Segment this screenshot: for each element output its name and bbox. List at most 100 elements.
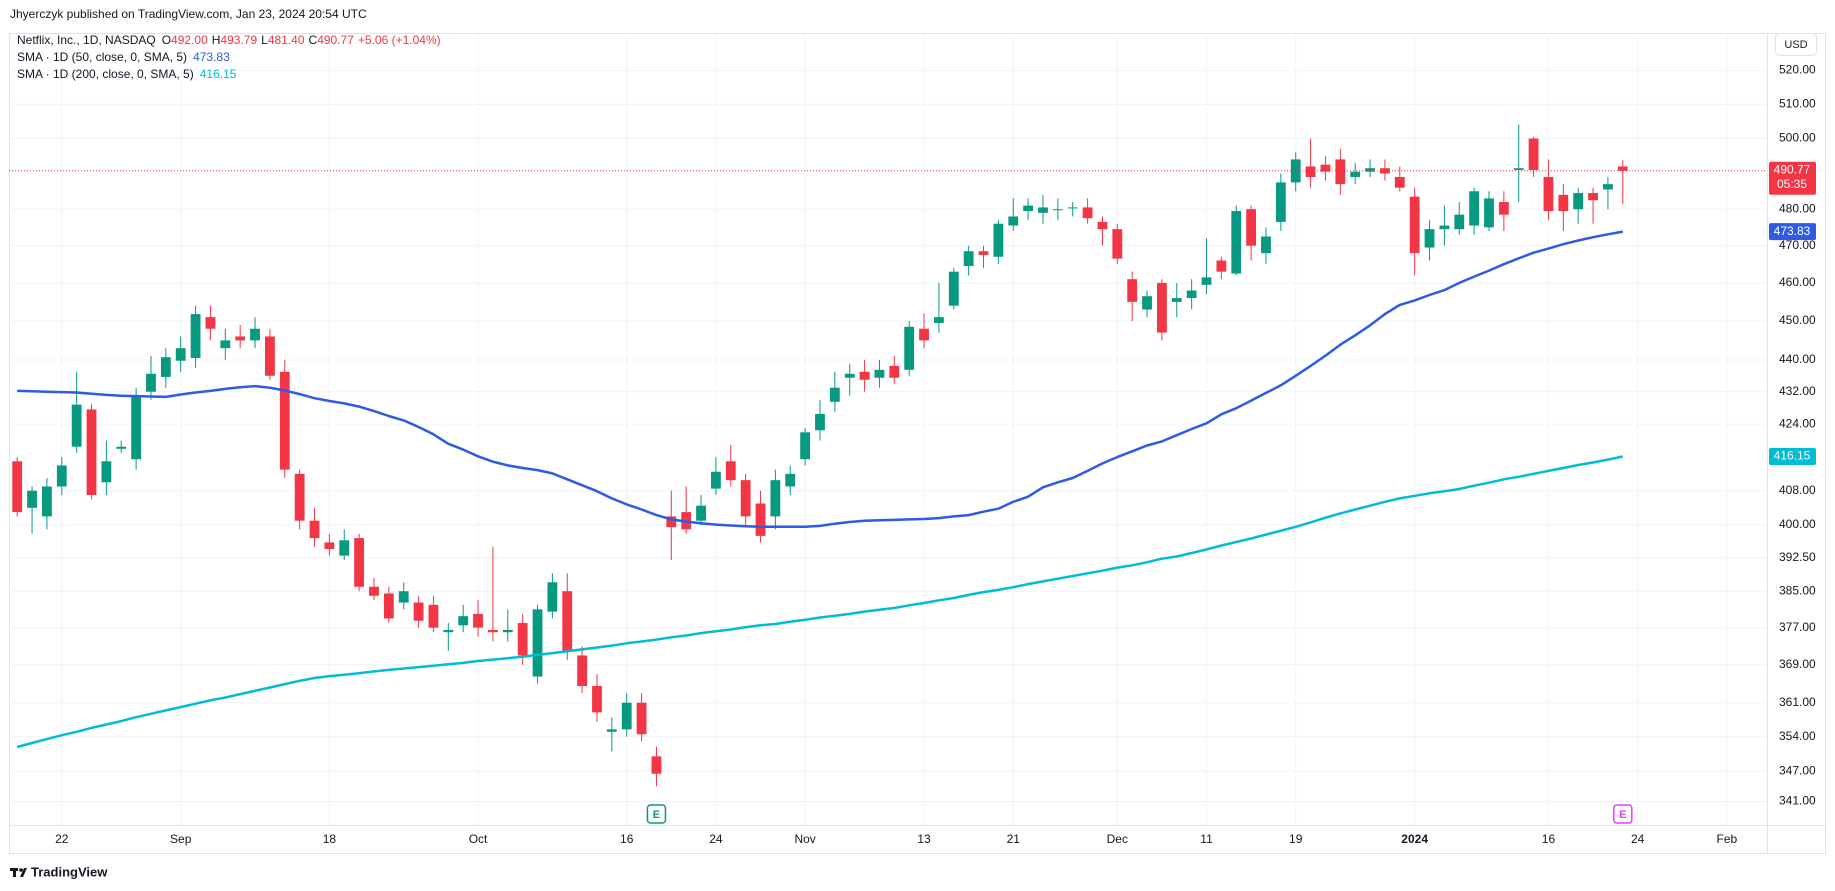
candle-body xyxy=(1558,194,1569,212)
candle-body xyxy=(398,591,409,603)
candle-body xyxy=(978,251,989,255)
candle-body xyxy=(1038,207,1048,213)
candle-body xyxy=(294,473,305,521)
y-tick-label: 432.00 xyxy=(1779,384,1816,398)
x-tick-label: 18 xyxy=(323,832,337,846)
candle-body xyxy=(1097,221,1108,230)
candle-body xyxy=(829,387,840,402)
last-price-tag xyxy=(1769,161,1816,195)
candle-body xyxy=(1394,177,1405,188)
candle-body xyxy=(1603,184,1613,190)
legend-ohlc-key: O xyxy=(162,33,171,47)
candle-body xyxy=(309,520,320,539)
legend-ohlc-value: 492.00 xyxy=(171,33,208,47)
candle-body xyxy=(220,340,231,349)
legend-series: SMA · 1D (200, close, 0, SMA, 5) 416.15 xyxy=(17,67,237,81)
earnings-marker xyxy=(646,804,667,824)
y-tick-label: 369.00 xyxy=(1779,657,1816,671)
currency-button[interactable] xyxy=(1775,33,1817,56)
sma-price-tag xyxy=(1769,223,1816,241)
candle-body xyxy=(1157,282,1167,333)
candle-body xyxy=(1261,236,1271,254)
y-tick-label: 400.00 xyxy=(1779,517,1816,531)
y-tick-label: 361.00 xyxy=(1779,695,1816,709)
x-tick-label: Feb xyxy=(1717,832,1738,846)
candle-body xyxy=(859,371,870,380)
earnings-marker-label: E xyxy=(653,809,660,821)
candle-body xyxy=(428,604,439,628)
logo-part xyxy=(19,868,23,872)
y-tick-label: 408.00 xyxy=(1779,483,1816,497)
candle-body xyxy=(1067,207,1078,209)
y-tick-label: 440.00 xyxy=(1779,352,1816,366)
candle-body xyxy=(1543,177,1554,212)
candle-body xyxy=(844,373,855,378)
y-tick-label: 347.00 xyxy=(1779,763,1816,777)
candle-body xyxy=(740,480,751,517)
candle-body xyxy=(175,348,186,361)
x-tick-label: 2024 xyxy=(1401,832,1428,846)
candle-body xyxy=(711,471,721,489)
y-tick-label: 385.00 xyxy=(1779,583,1816,597)
x-tick-label: Dec xyxy=(1107,832,1128,846)
legend-ohlc-key: C xyxy=(309,33,318,47)
candle-body xyxy=(1186,290,1197,299)
candle-body xyxy=(205,317,216,329)
candle-body xyxy=(458,616,469,626)
candle-body xyxy=(755,503,766,536)
legend-series-name: SMA · 1D (200, close, 0, SMA, 5) xyxy=(17,67,194,81)
candle-body xyxy=(1365,168,1375,172)
sma-price-tag xyxy=(1769,447,1816,465)
candle-body xyxy=(1528,138,1539,170)
attribution: Jhyerczyk published on TradingView.com, … xyxy=(10,7,367,21)
last-price-tag-label: 490.77 xyxy=(1774,162,1811,176)
candle-body xyxy=(383,593,394,619)
candle-body xyxy=(1350,171,1361,178)
candle-body xyxy=(265,336,275,376)
candle-body xyxy=(1290,159,1301,183)
candle-body xyxy=(948,271,959,306)
candle-body xyxy=(42,486,52,517)
logo-part xyxy=(13,868,16,877)
candle-body xyxy=(1008,216,1019,226)
candle-body xyxy=(1573,193,1584,210)
branding: TradingView xyxy=(31,864,108,879)
candle-body xyxy=(919,328,929,341)
candle-body xyxy=(1454,214,1465,230)
candle-body xyxy=(1171,298,1182,302)
y-tick-label: 450.00 xyxy=(1779,313,1816,327)
candle-body xyxy=(56,465,67,487)
candle-body xyxy=(993,223,1004,257)
candle-body xyxy=(190,314,201,358)
candle-body xyxy=(1409,196,1420,254)
candle-body xyxy=(562,591,573,651)
legend-ohlc-value: 481.40 xyxy=(268,33,305,47)
legend-ohlc-key: H xyxy=(212,33,221,47)
legend-main: Netflix, Inc., 1D, NASDAQ O492.00 H493.79 L… xyxy=(17,33,441,47)
sma-line xyxy=(16,455,1624,749)
candle-body xyxy=(443,629,454,633)
candle-body xyxy=(101,461,112,483)
candle-body xyxy=(934,317,944,323)
currency-label[interactable]: USD xyxy=(1784,39,1807,51)
candle-body xyxy=(1617,166,1628,171)
candle-body xyxy=(1246,209,1257,246)
candle-body xyxy=(1588,193,1598,201)
candle-body xyxy=(606,729,617,732)
candle-body xyxy=(502,629,513,633)
earnings-marker xyxy=(1613,804,1633,824)
candle-body xyxy=(547,582,558,612)
candle-body xyxy=(770,480,781,517)
y-tick-label: 480.00 xyxy=(1779,201,1816,215)
candle-body xyxy=(1513,168,1524,170)
x-tick-label: 16 xyxy=(620,832,634,846)
candle-body xyxy=(1320,164,1331,172)
candle-body xyxy=(1498,202,1509,215)
candle-body xyxy=(1380,168,1390,174)
candle-body xyxy=(1112,229,1123,259)
candle-body xyxy=(592,686,602,713)
candle-body xyxy=(785,473,796,487)
candle-body xyxy=(725,461,736,481)
candle-body xyxy=(1201,277,1212,285)
